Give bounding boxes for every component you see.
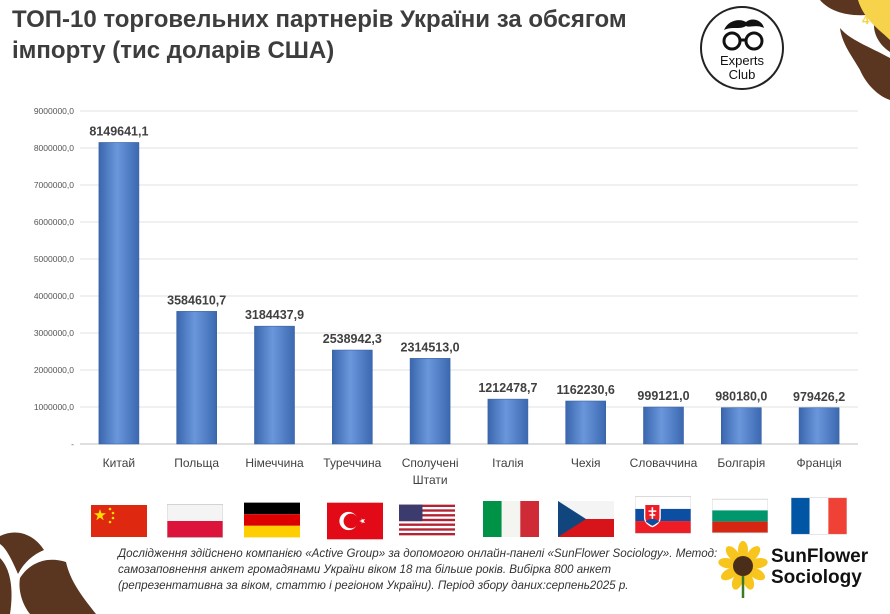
x-tick-label: Китай: [103, 456, 135, 470]
bar: [254, 325, 295, 445]
logo-line2: Club: [728, 67, 756, 82]
y-tick-label: 9000000,0: [34, 106, 74, 116]
data-label: 979426,2: [793, 390, 845, 404]
y-tick-label: 2000000,0: [34, 365, 74, 375]
import-bar-chart: - 1000000,0 2000000,0 3000000,0 4000000,0 500…: [34, 106, 858, 487]
x-tick-label: Болгарія: [717, 456, 765, 470]
france-flag: [791, 497, 847, 535]
x-tick-label: Туреччина: [323, 456, 381, 470]
bar: [98, 142, 140, 445]
data-label: 3184437,9: [245, 308, 304, 322]
y-tick-label: 6000000,0: [34, 217, 74, 227]
bar: [643, 406, 684, 445]
y-tick-label: 7000000,0: [34, 180, 74, 190]
bar: [798, 407, 840, 445]
brand-line1: SunFlower: [771, 546, 869, 567]
logo-line1: Experts: [719, 53, 765, 68]
data-label: 980180,0: [715, 390, 767, 404]
glasses-icon: [722, 19, 764, 51]
bar: [331, 349, 373, 445]
data-label: 2538942,3: [323, 332, 382, 346]
y-tick-label: 5000000,0: [34, 254, 74, 264]
x-tick-label: Польща: [174, 456, 219, 470]
petals-top-right: [820, 0, 890, 100]
page-title: ТОП-10 торговельних партнерів України за…: [12, 6, 627, 64]
data-label: 3584610,7: [167, 293, 226, 307]
slovakia-flag: [635, 496, 691, 534]
data-label: 999121,0: [637, 389, 689, 403]
data-label: 8149641,1: [89, 124, 148, 138]
bar: [176, 311, 217, 445]
x-tick-label: Німеччина: [245, 456, 304, 470]
bar: [720, 407, 762, 445]
x-tick-label: Штати: [413, 473, 448, 487]
brand-line2: Sociology: [771, 567, 862, 588]
x-tick-label: Франція: [797, 456, 842, 470]
czech-flag: [558, 501, 614, 537]
experts-club-logo: Experts Club: [700, 6, 784, 90]
china-flag: [91, 505, 147, 537]
methodology-footnote: Дослідження здійснено компанією «Active …: [118, 547, 718, 592]
y-tick-label: 1000000,0: [34, 402, 74, 412]
bar: [565, 400, 607, 445]
usa-flag: [399, 504, 455, 536]
page-number: 4: [862, 12, 870, 27]
petals-bottom-left: [0, 532, 96, 614]
y-tick-label: -: [71, 439, 74, 449]
sunflower-icon: [718, 541, 768, 598]
germany-flag: [244, 502, 300, 538]
data-label: 1212478,7: [478, 381, 537, 395]
bulgaria-flag: [712, 498, 768, 534]
y-tick-label: 3000000,0: [34, 328, 74, 338]
bar: [487, 398, 529, 445]
x-tick-label: Словаччина: [630, 456, 698, 470]
x-tick-label: Італія: [492, 456, 524, 470]
y-tick-label: 4000000,0: [34, 291, 74, 301]
x-tick-label: Сполучені: [402, 456, 459, 470]
bar: [409, 358, 451, 445]
italy-flag: [483, 501, 539, 537]
x-tick-label: Чехія: [571, 456, 601, 470]
y-tick-label: 8000000,0: [34, 143, 74, 153]
data-label: 2314513,0: [401, 340, 460, 354]
poland-flag: [167, 503, 223, 539]
data-label: 1162230,6: [556, 383, 614, 397]
turkey-flag: [327, 502, 383, 540]
